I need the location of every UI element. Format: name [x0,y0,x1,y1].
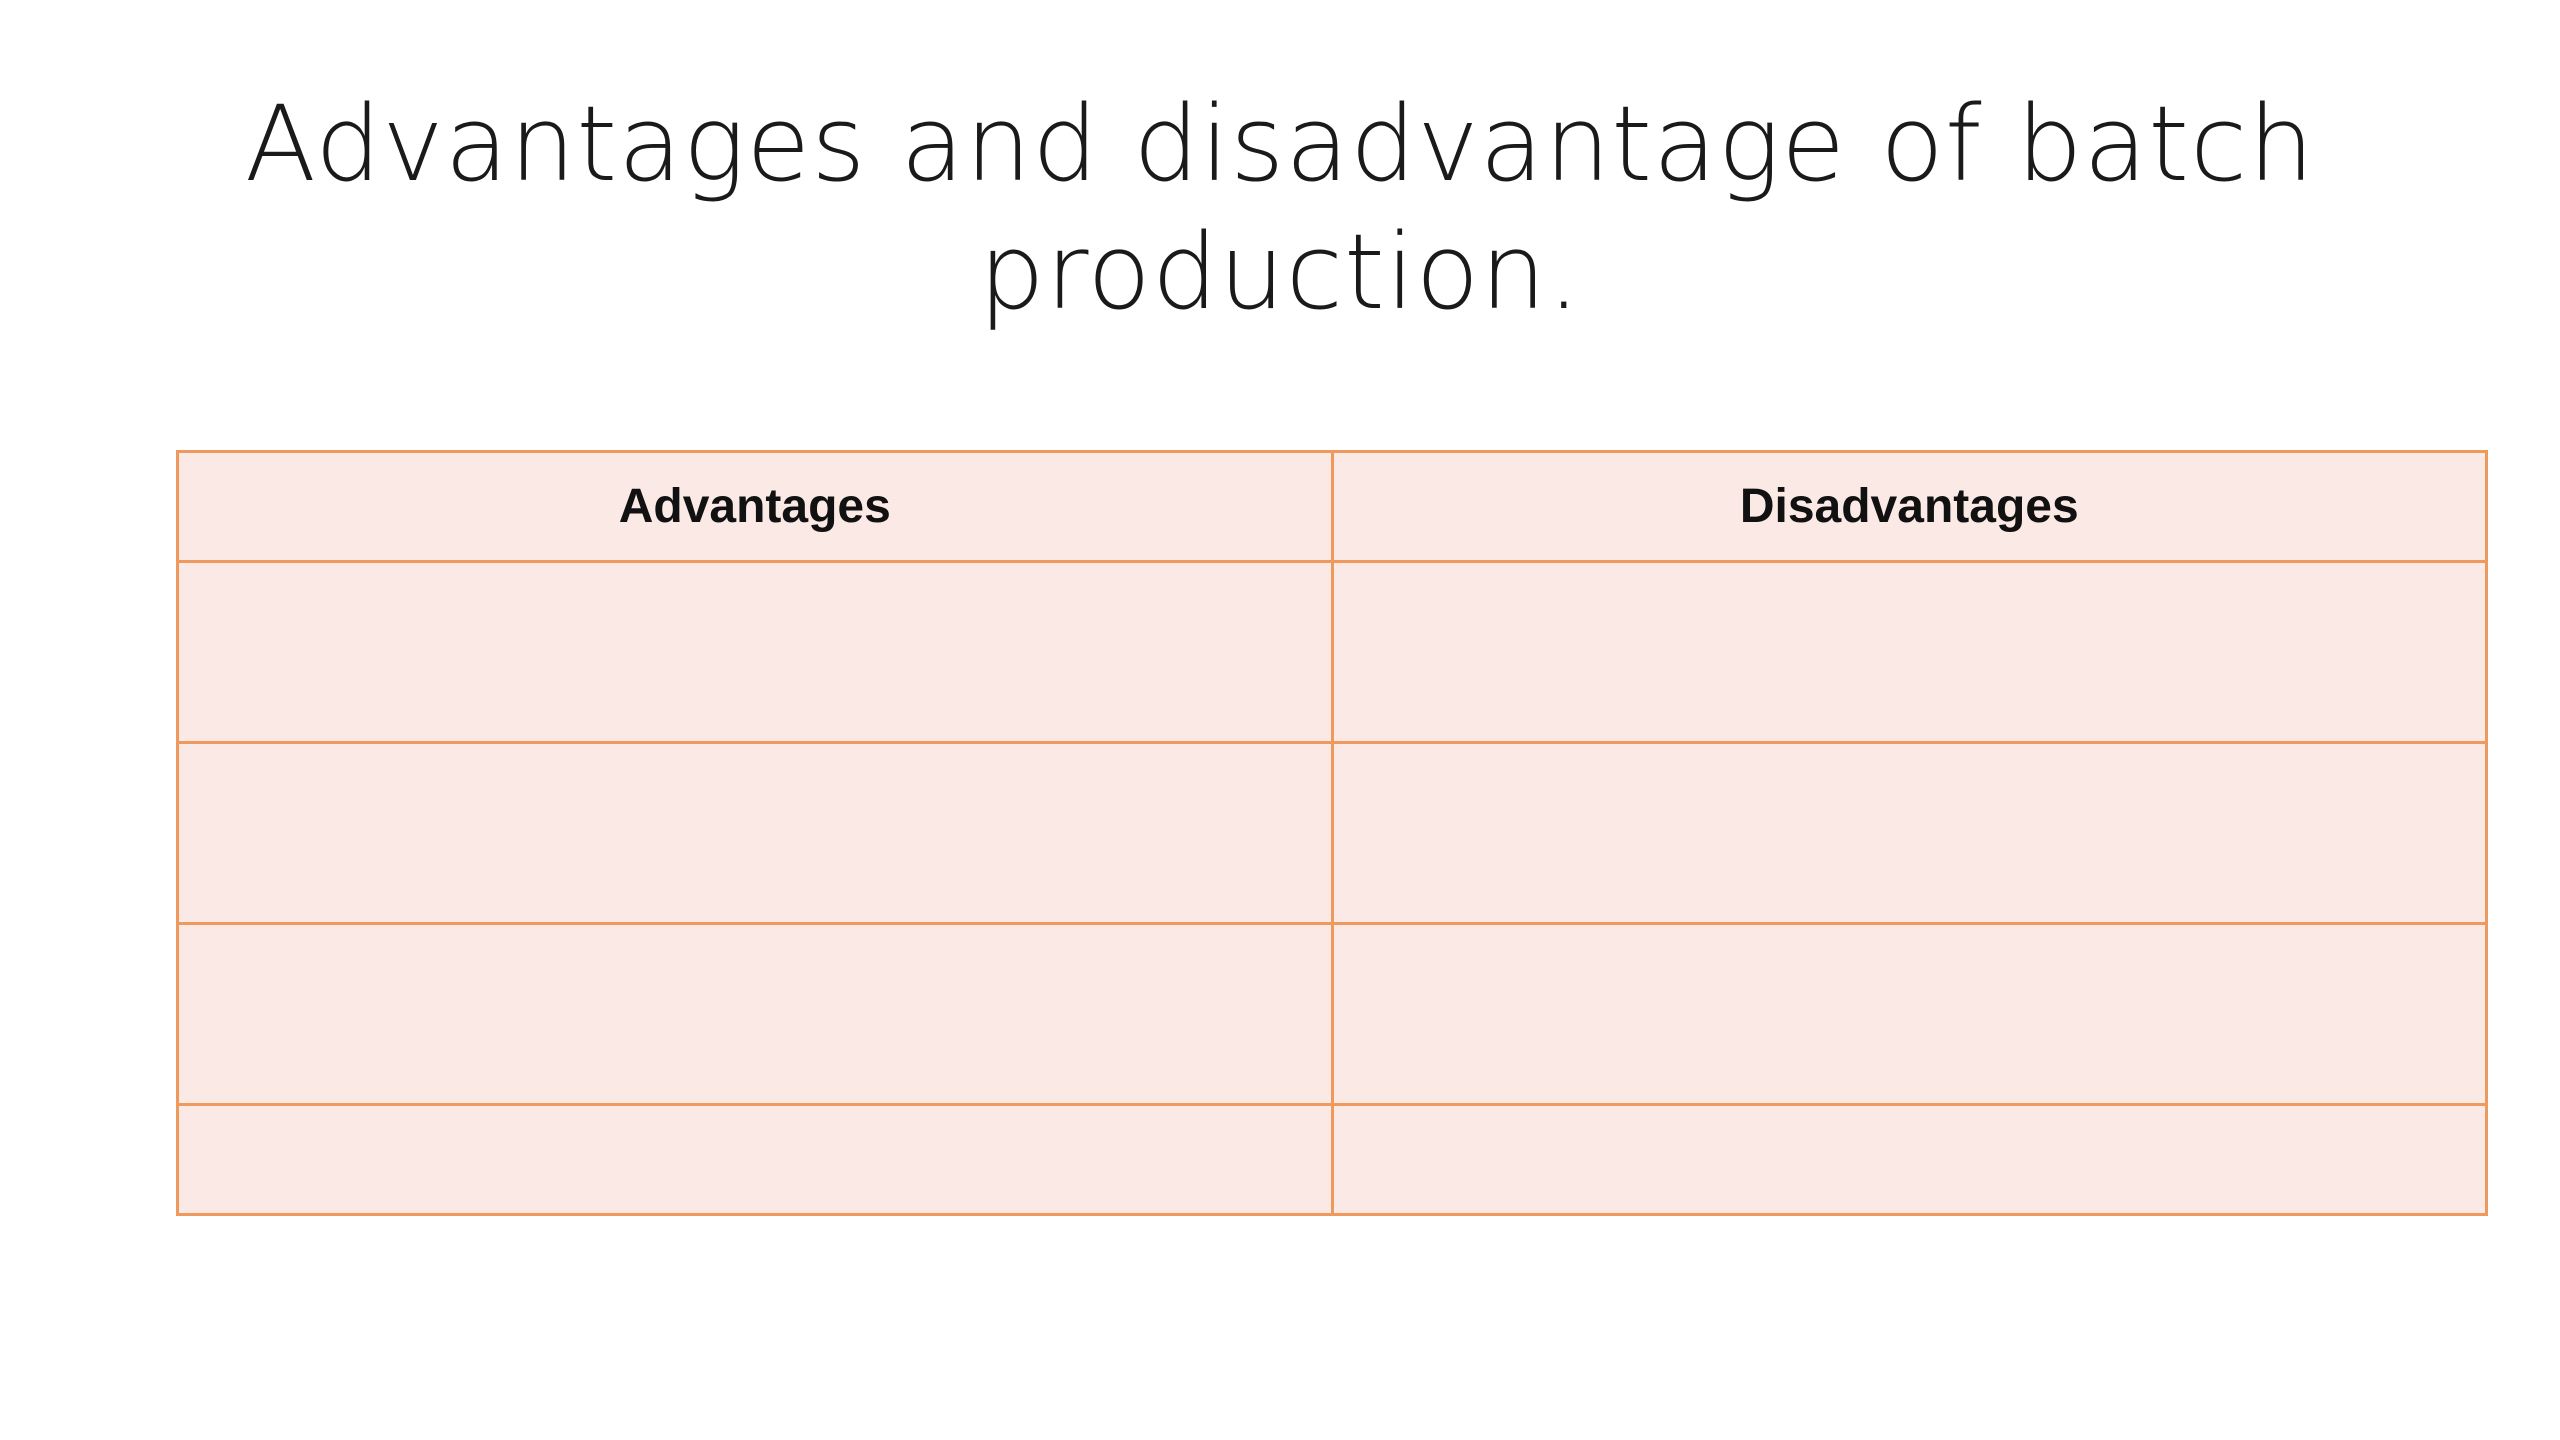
slide-title: Advantages and disadvantage of batch pro… [160,80,2400,336]
table-header-row: Advantages Disadvantages [176,450,2488,563]
header-disadvantages: Disadvantages [1330,450,2488,563]
table-row [176,1103,2488,1216]
comparison-table-container: Advantages Disadvantages [176,450,2488,1216]
table-cell-disadvantage[interactable] [1330,1103,2488,1216]
table-row [176,741,2488,925]
slide-title-line-1: Advantages and disadvantage of batch [244,83,2316,205]
table-cell-disadvantage[interactable] [1330,922,2488,1106]
table-cell-advantage[interactable] [176,560,1334,744]
table-cell-disadvantage[interactable] [1330,741,2488,925]
table-cell-advantage[interactable] [176,741,1334,925]
table-row [176,922,2488,1106]
slide-title-line-2: production. [978,211,1582,333]
header-advantages: Advantages [176,450,1334,563]
table-cell-advantage[interactable] [176,922,1334,1106]
table-row [176,560,2488,744]
table-cell-disadvantage[interactable] [1330,560,2488,744]
table-cell-advantage[interactable] [176,1103,1334,1216]
comparison-table: Advantages Disadvantages [176,450,2488,1216]
